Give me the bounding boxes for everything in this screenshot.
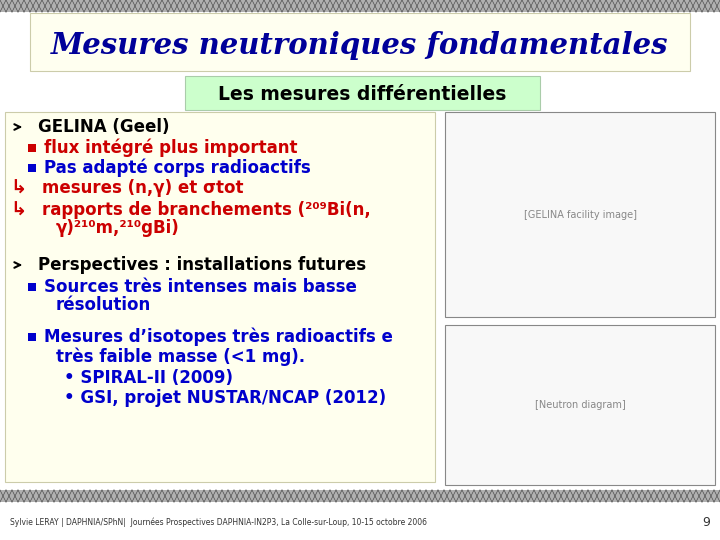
Text: Mesures neutroniques fondamentales: Mesures neutroniques fondamentales (51, 31, 669, 60)
Text: très faible masse (<1 mg).: très faible masse (<1 mg). (56, 348, 305, 366)
Bar (445, 112, 715, 317)
Bar (28, 283, 36, 291)
Text: Sources très intenses mais basse: Sources très intenses mais basse (44, 278, 357, 296)
Bar (185, 76, 540, 110)
Text: Pas adapté corps radioactifs: Pas adapté corps radioactifs (44, 159, 311, 177)
Bar (28, 333, 36, 341)
Text: ↳: ↳ (10, 200, 26, 219)
Bar (0, 502, 720, 540)
Text: [Neutron diagram]: [Neutron diagram] (535, 400, 626, 410)
Text: Les mesures différentielles: Les mesures différentielles (218, 84, 506, 104)
Text: résolution: résolution (56, 296, 151, 314)
Text: flux intégré plus important: flux intégré plus important (44, 139, 297, 157)
Text: • GSI, projet NUSTAR/NCAP (2012): • GSI, projet NUSTAR/NCAP (2012) (64, 389, 386, 407)
Text: Sylvie LERAY | DAPHNIA/SPhN|  Journées Prospectives DAPHNIA-IN2P3, La Colle-sur-: Sylvie LERAY | DAPHNIA/SPhN| Journées Pr… (10, 517, 427, 526)
Text: rapports de branchements (²⁰⁹Bi(n,: rapports de branchements (²⁰⁹Bi(n, (42, 201, 371, 219)
Text: γ)²¹⁰m,²¹⁰gBi): γ)²¹⁰m,²¹⁰gBi) (56, 219, 180, 237)
Text: GELINA (Geel): GELINA (Geel) (38, 118, 169, 136)
Text: [GELINA facility image]: [GELINA facility image] (523, 210, 636, 220)
Bar (0, 0, 720, 12)
Bar (0, 490, 720, 502)
Text: mesures (n,γ) et σtot: mesures (n,γ) et σtot (42, 179, 243, 197)
Bar (445, 325, 715, 485)
Text: Mesures d’isotopes très radioactifs e: Mesures d’isotopes très radioactifs e (44, 328, 393, 346)
Bar (28, 144, 36, 152)
Text: • SPIRAL-II (2009): • SPIRAL-II (2009) (64, 369, 233, 387)
Bar (28, 164, 36, 172)
Text: 9: 9 (702, 516, 710, 529)
Text: ↳: ↳ (10, 179, 26, 198)
Text: Perspectives : installations futures: Perspectives : installations futures (38, 256, 366, 274)
Bar (30, 13, 690, 71)
Bar (5, 112, 435, 482)
